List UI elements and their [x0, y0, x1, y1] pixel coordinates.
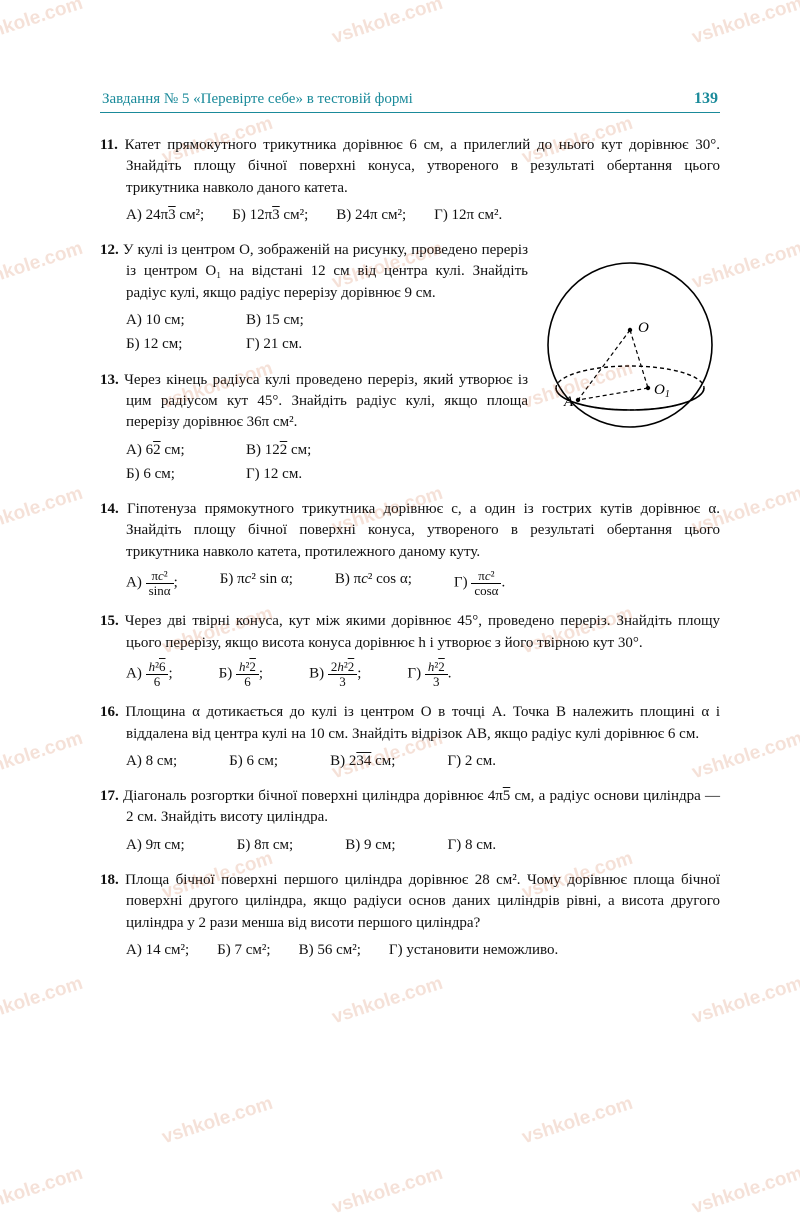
answer-option: А) 10 см; — [126, 310, 246, 331]
page-content: Завдання № 5 «Перевірте себе» в тестовій… — [0, 0, 800, 1035]
answer-option: Г) 12π см². — [434, 205, 502, 226]
sphere-svg: O O1 A — [540, 240, 720, 450]
problem-number: 12. — [100, 242, 119, 258]
answer-option: Г) установити неможливо. — [389, 940, 558, 961]
answer-option: А) πc²sinα; — [126, 569, 178, 597]
answer-option: В) 15 см; — [246, 310, 366, 331]
problem-number: 18. — [100, 872, 119, 888]
answer-option: А) 24π3 см²; — [126, 205, 204, 226]
answers-17: А) 9π см; Б) 8π см; В) 9 см; Г) 8 см. — [100, 835, 720, 856]
watermark: vshkole.com — [519, 1093, 635, 1149]
problem-text: Через дві твірні конуса, кут між якими д… — [125, 613, 720, 650]
answers-16: А) 8 см; Б) 6 см; В) 234 см; Г) 2 см. — [100, 751, 720, 772]
problem-number: 11. — [100, 137, 118, 153]
label-O1: O1 — [654, 382, 670, 400]
answers-12: А) 10 см; В) 15 см; Б) 12 см; Г) 21 см. — [100, 310, 528, 356]
answer-option: Г) 8 см. — [448, 835, 497, 856]
answer-option: А) h²66; — [126, 660, 173, 688]
problem-number: 15. — [100, 613, 119, 629]
answer-option: Г) πc²cosα. — [454, 569, 505, 597]
problem-text: Катет прямокутного трикутника дорівнює 6… — [125, 137, 720, 196]
answers-13: А) 62 см; В) 122 см; Б) 6 см; Г) 12 см. — [100, 440, 528, 486]
problem-number: 13. — [100, 372, 119, 388]
header-rule — [100, 112, 720, 113]
answer-option: В) πc² cos α; — [335, 569, 412, 597]
problem-13: 13. Через кінець радіуса кулі проведено … — [100, 370, 528, 485]
answer-option: Б) h²26; — [219, 660, 263, 688]
problem-number: 14. — [100, 501, 119, 517]
problem-text: Площина α дотикається до кулі із центром… — [125, 704, 720, 741]
problem-11: 11. Катет прямокутного трикутника дорівн… — [100, 135, 720, 226]
problem-text: У кулі із центром O, зображеній на рисун… — [123, 242, 528, 301]
answer-option: Б) 12π3 см²; — [232, 205, 308, 226]
answers-18: А) 14 см²; Б) 7 см²; В) 56 см²; Г) устан… — [100, 940, 720, 961]
problem-15: 15. Через дві твірні конуса, кут між яки… — [100, 611, 720, 688]
page-number: 139 — [694, 90, 718, 108]
answer-option: В) 9 см; — [345, 835, 395, 856]
answer-option: В) 56 см²; — [299, 940, 361, 961]
answers-14: А) πc²sinα; Б) πc² sin α; В) πc² cos α; … — [100, 569, 720, 597]
problem-text: Гіпотенуза прямокутного трикутника дорів… — [126, 501, 720, 560]
problem-number: 17. — [100, 788, 119, 804]
problem-12: 12. У кулі із центром O, зображеній на р… — [100, 240, 528, 355]
answer-option: Г) 12 см. — [246, 464, 366, 485]
answer-option: Б) 6 см; — [126, 464, 246, 485]
problem-18: 18. Площа бічної поверхні першого цилінд… — [100, 870, 720, 961]
answers-11: А) 24π3 см²; Б) 12π3 см²; В) 24π см²; Г)… — [100, 205, 720, 226]
problem-text: Площа бічної поверхні першого циліндра д… — [125, 872, 720, 931]
answer-option: Б) πc² sin α; — [220, 569, 293, 597]
page-header: Завдання № 5 «Перевірте себе» в тестовій… — [100, 90, 720, 108]
label-O: O — [638, 320, 649, 336]
problem-text: Діагональ розгортки бічної поверхні цилі… — [123, 788, 720, 825]
problems-12-13-block: 12. У кулі із центром O, зображеній на р… — [100, 240, 720, 499]
answer-option: А) 62 см; — [126, 440, 246, 461]
header-title: Завдання № 5 «Перевірте себе» в тестовій… — [102, 91, 413, 108]
problem-16: 16. Площина α дотикається до кулі із цен… — [100, 702, 720, 772]
watermark: vshkole.com — [159, 1093, 275, 1149]
answer-option: Г) 2 см. — [447, 751, 496, 772]
watermark: vshkole.com — [329, 1163, 445, 1219]
watermark: vshkole.com — [0, 1163, 86, 1219]
answer-option: Г) 21 см. — [246, 334, 366, 355]
watermark: vshkole.com — [689, 1163, 800, 1219]
problem-17: 17. Діагональ розгортки бічної поверхні … — [100, 786, 720, 856]
answer-option: А) 8 см; — [126, 751, 177, 772]
answer-option: А) 14 см²; — [126, 940, 189, 961]
answer-option: Г) h²23. — [407, 660, 451, 688]
label-A: A — [563, 394, 574, 410]
answer-option: В) 2h²23; — [309, 660, 361, 688]
problem-14: 14. Гіпотенуза прямокутного трикутника д… — [100, 499, 720, 597]
answer-option: В) 234 см; — [330, 751, 395, 772]
answer-option: В) 24π см²; — [336, 205, 406, 226]
problem-number: 16. — [100, 704, 119, 720]
answer-option: Б) 12 см; — [126, 334, 246, 355]
answer-option: А) 9π см; — [126, 835, 185, 856]
answer-option: Б) 8π см; — [237, 835, 294, 856]
answer-option: Б) 7 см²; — [217, 940, 270, 961]
answers-15: А) h²66; Б) h²26; В) 2h²23; Г) h²23. — [100, 660, 720, 688]
answer-option: Б) 6 см; — [229, 751, 278, 772]
problem-text: Через кінець радіуса кулі проведено пере… — [124, 372, 528, 431]
sphere-figure: O O1 A — [540, 240, 720, 455]
answer-option: В) 122 см; — [246, 440, 366, 461]
